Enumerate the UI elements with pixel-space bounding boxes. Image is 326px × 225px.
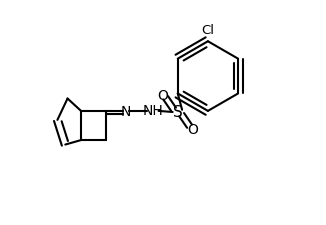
Text: N: N xyxy=(121,104,131,118)
Text: NH: NH xyxy=(142,104,163,118)
Text: S: S xyxy=(173,105,183,120)
Text: O: O xyxy=(187,122,198,136)
Text: Cl: Cl xyxy=(201,24,215,36)
Text: O: O xyxy=(157,89,169,103)
